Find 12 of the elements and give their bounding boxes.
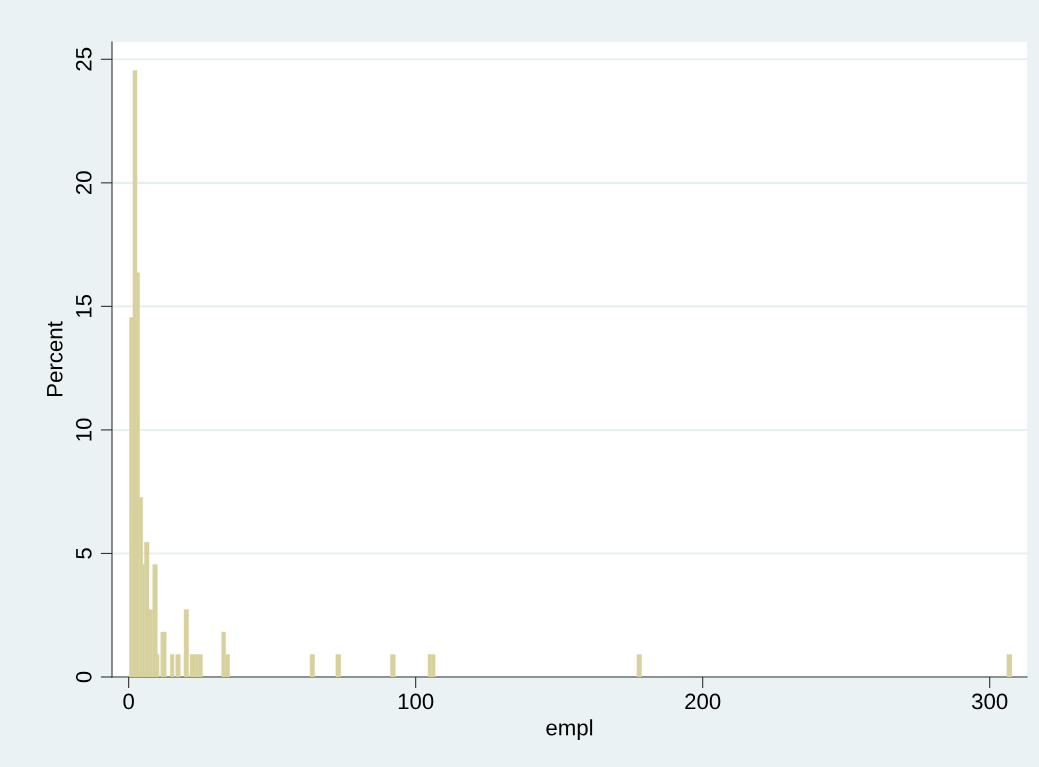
y-tick-label: 15 (76, 294, 92, 318)
x-tick-label: 300 (972, 693, 1008, 710)
x-tick-label: 100 (398, 693, 434, 710)
x-axis-title: empl (546, 719, 593, 740)
x-tick-label: 0 (123, 693, 134, 710)
y-tick-label: 5 (76, 548, 92, 559)
y-tick-label: 10 (75, 418, 92, 441)
x-tick-label: 200 (685, 693, 721, 710)
y-tick-label: 20 (75, 171, 92, 195)
y-tick-label: 25 (75, 47, 92, 71)
y-tick-label: 0 (75, 671, 92, 683)
y-axis-title: Percent (47, 321, 63, 396)
